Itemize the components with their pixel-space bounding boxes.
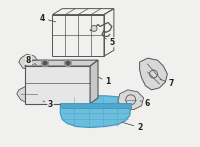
Polygon shape — [90, 60, 98, 104]
Circle shape — [66, 61, 70, 65]
Polygon shape — [25, 60, 98, 66]
Text: 4: 4 — [40, 14, 56, 23]
Polygon shape — [25, 66, 90, 104]
Text: 6: 6 — [140, 99, 150, 108]
Polygon shape — [60, 96, 131, 127]
Circle shape — [43, 61, 47, 65]
Polygon shape — [60, 103, 131, 108]
Text: 8: 8 — [26, 56, 36, 65]
Text: 5: 5 — [104, 38, 114, 47]
Text: 3: 3 — [43, 100, 53, 109]
Circle shape — [91, 25, 97, 31]
Text: 7: 7 — [160, 79, 174, 88]
Text: 2: 2 — [122, 122, 142, 132]
Circle shape — [42, 60, 48, 67]
Polygon shape — [17, 86, 41, 104]
Polygon shape — [118, 90, 144, 110]
Polygon shape — [140, 58, 167, 90]
Circle shape — [64, 60, 71, 67]
Polygon shape — [19, 54, 39, 70]
Text: 1: 1 — [99, 77, 111, 86]
